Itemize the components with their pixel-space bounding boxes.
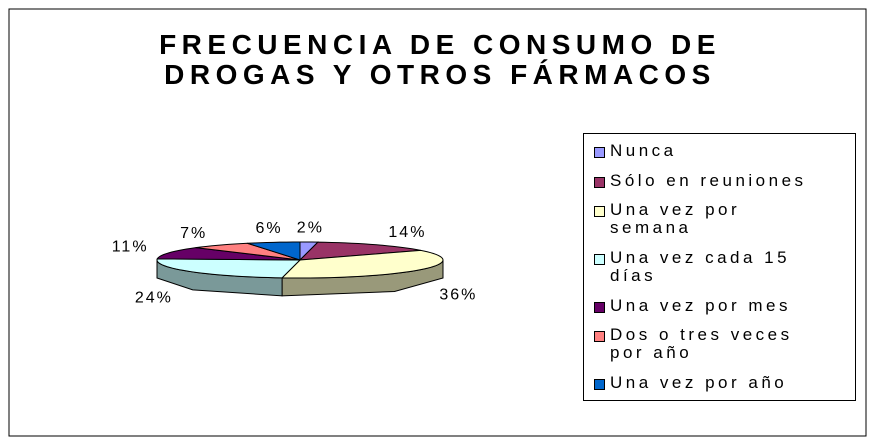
legend-item: Una vez por mes: [584, 295, 855, 315]
chart-title: FRECUENCIA DE CONSUMO DE DROGAS Y OTROS …: [159, 29, 721, 90]
data-label: 11%: [112, 239, 149, 256]
legend-swatch: [594, 331, 605, 343]
legend-swatch: [594, 206, 605, 218]
legend: Nunca Sólo en reuniones Una vez por semana…: [583, 133, 856, 401]
data-label: 14%: [388, 224, 426, 241]
data-label: 7%: [180, 225, 207, 242]
legend-label: Una vez cada 15 días: [610, 247, 791, 285]
legend-item: Una vez cada 15 días: [584, 247, 855, 285]
legend-item: Una vez por semana: [584, 201, 855, 237]
pie-slice: [156, 247, 301, 261]
legend-swatch: [594, 253, 605, 265]
legend-item: Nunca: [584, 140, 855, 160]
legend-swatch: [594, 146, 605, 158]
legend-label: Una vez por mes: [610, 295, 791, 315]
legend-swatch: [594, 176, 605, 188]
pie-slice: [280, 249, 444, 279]
data-label: 2%: [297, 219, 324, 236]
data-label: 36%: [439, 286, 477, 303]
pie-slice: [247, 241, 301, 261]
legend-swatch: [594, 301, 605, 313]
pie-slice: [156, 258, 302, 279]
legend-swatch: [594, 379, 605, 391]
legend-label: Dos o tres veces por año: [610, 325, 793, 363]
legend-label: Sólo en reuniones: [610, 170, 807, 190]
pie-slice: [195, 242, 301, 261]
legend-item: Una vez por año: [584, 374, 855, 392]
legend-label: Una vez por semana: [610, 200, 741, 238]
legend-item: Sólo en reuniones: [584, 170, 855, 190]
legend-item: Dos o tres veces por año: [584, 326, 855, 362]
legend-label: Nunca: [610, 140, 677, 160]
data-label: 24%: [135, 290, 173, 307]
legend-label: Una vez por año: [610, 373, 788, 393]
pie-slice: [298, 241, 421, 261]
data-label: 6%: [256, 220, 283, 237]
